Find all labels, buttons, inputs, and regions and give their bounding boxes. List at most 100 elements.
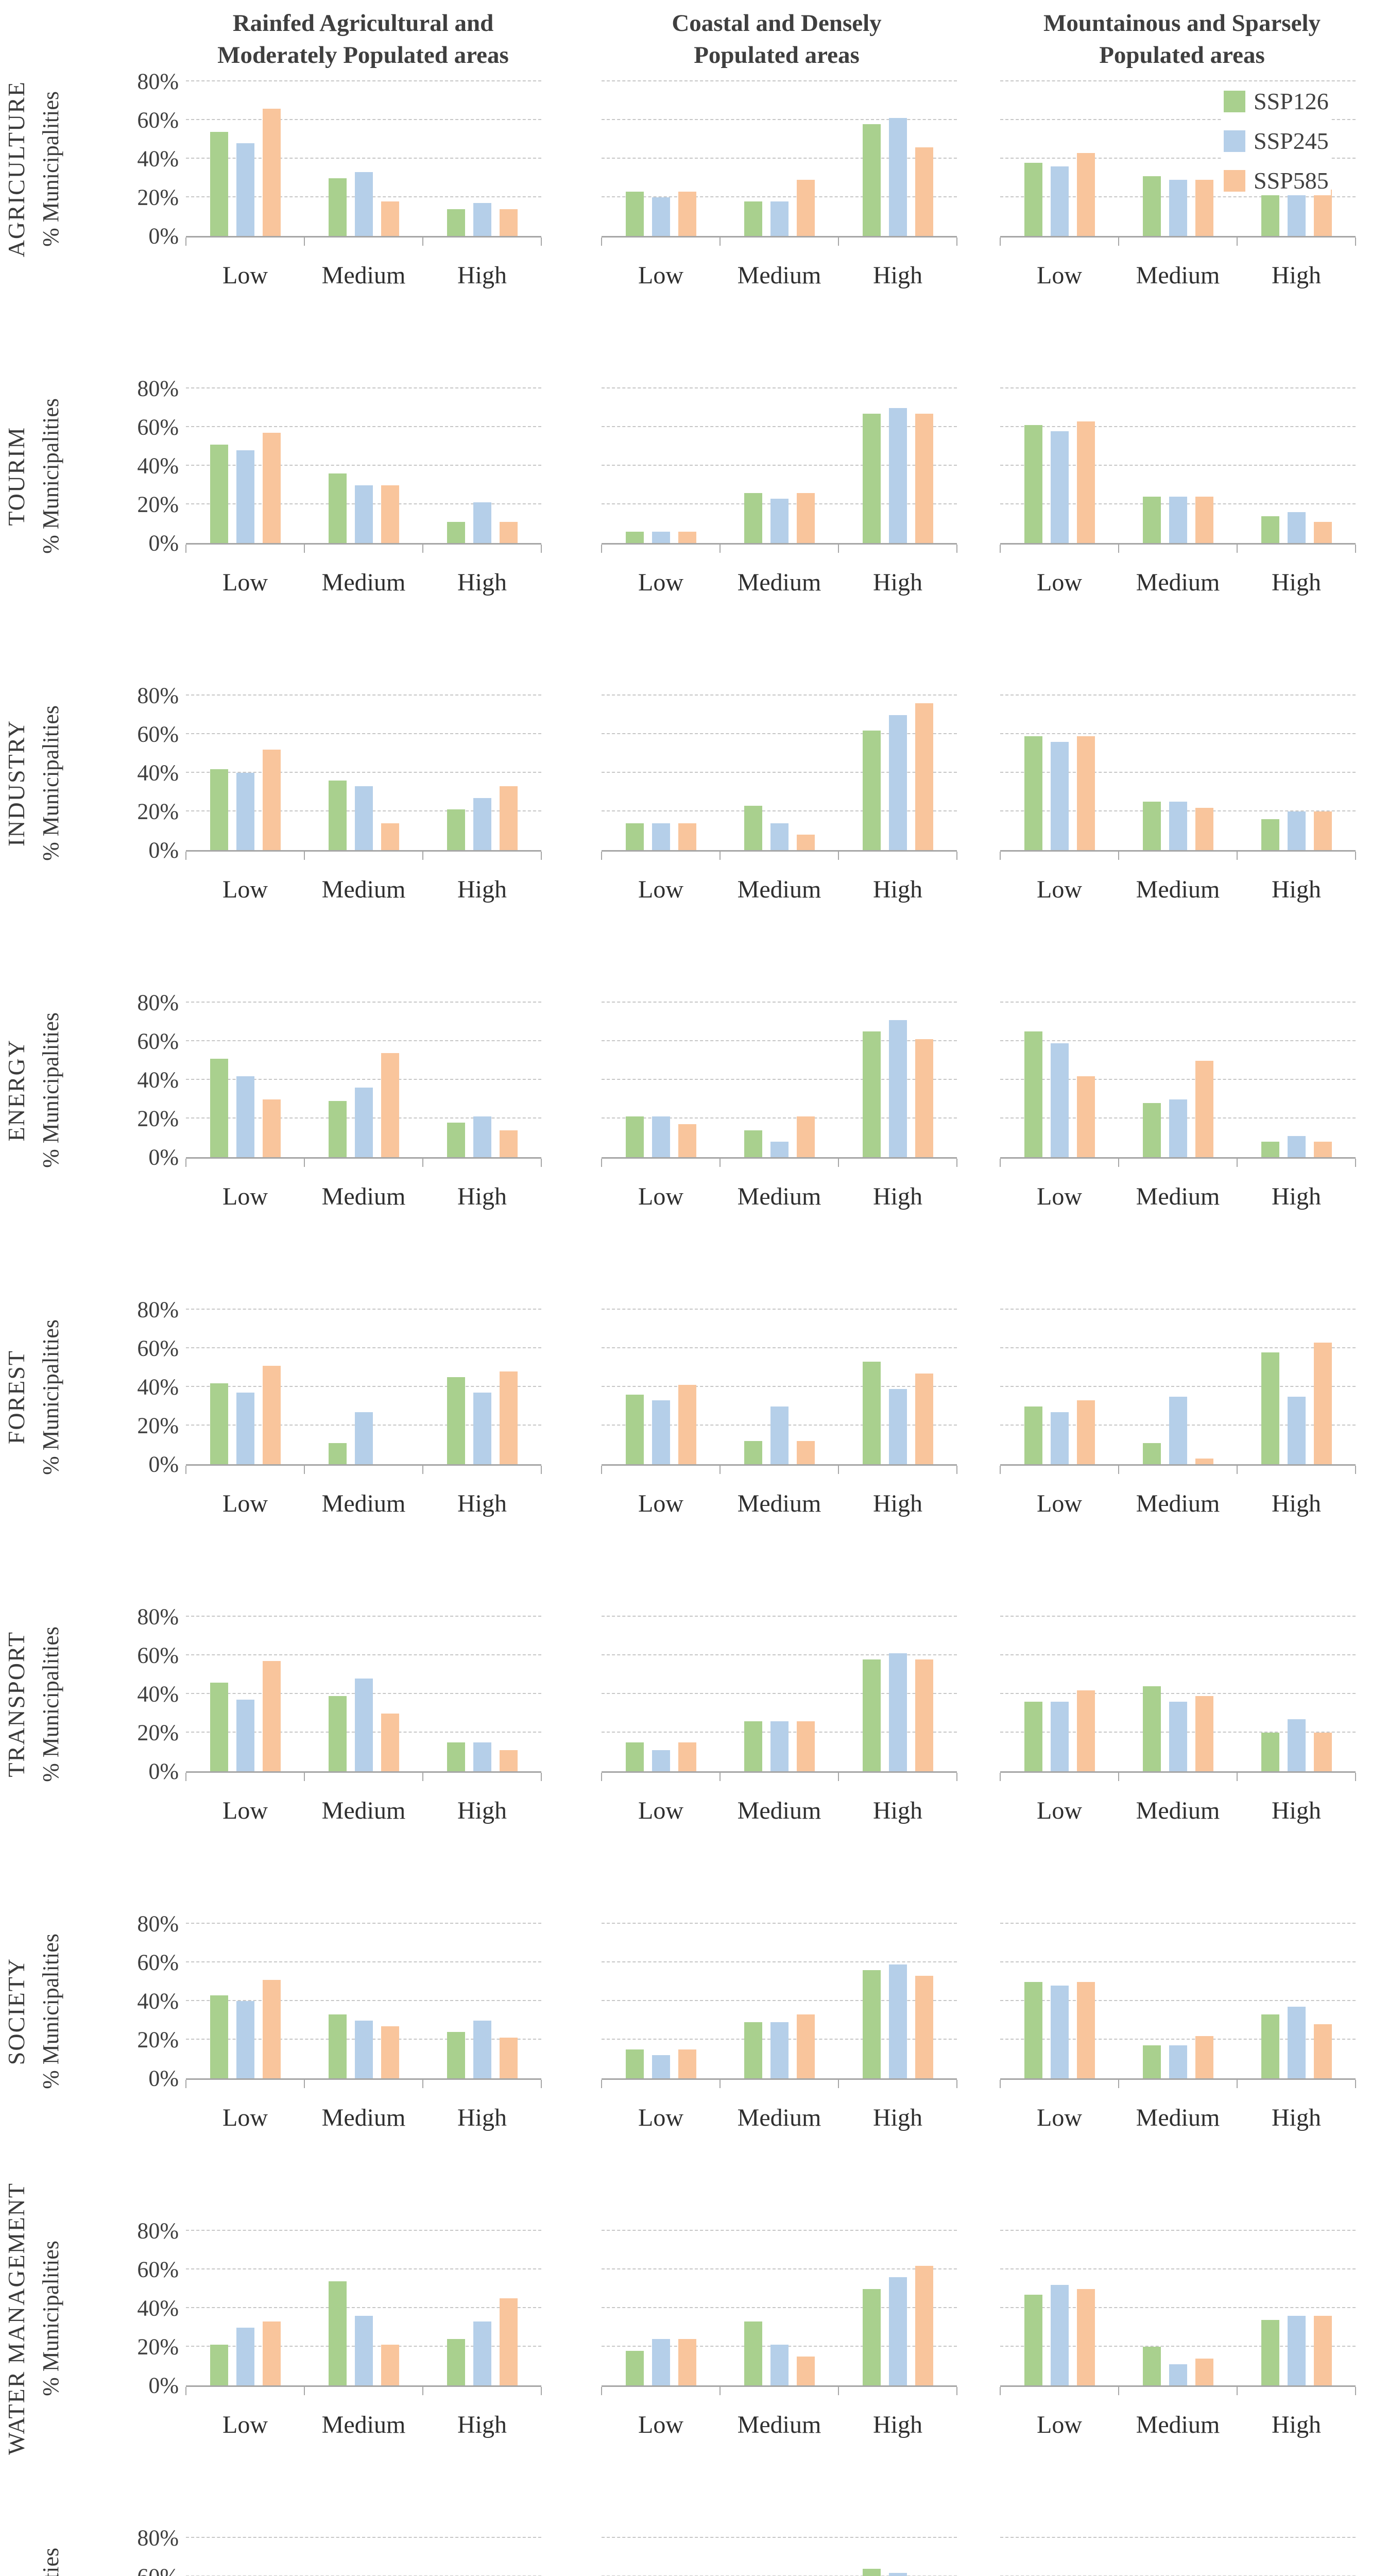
gridline-80 <box>602 2537 957 2538</box>
bar-group-low <box>602 1310 720 1464</box>
x-tick-mark <box>303 238 305 246</box>
bar-ssp126 <box>1142 1686 1161 1771</box>
x-tick-mark <box>1355 238 1356 246</box>
y-tick-label: 60% <box>137 2564 179 2576</box>
bar-ssp126 <box>447 1122 465 1157</box>
x-tick-mark <box>541 545 542 553</box>
x-category-label: Low <box>638 2411 683 2438</box>
x-category-label: Medium <box>1136 2104 1220 2131</box>
x-tick-mark <box>1118 1466 1119 1474</box>
x-category-label: High <box>457 1183 507 1210</box>
bar-group-medium <box>1119 81 1237 236</box>
bar-group-medium <box>304 388 423 543</box>
x-tick-mark <box>1355 2080 1356 2088</box>
x-category-label: High <box>1272 2104 1321 2131</box>
x-category-label: High <box>457 2104 507 2131</box>
gridline-80 <box>602 694 957 696</box>
bar-group-medium <box>720 1310 838 1464</box>
x-tick-mark <box>601 852 602 860</box>
x-axis-labels: Low Medium High <box>186 875 541 904</box>
x-category-label: Medium <box>1136 569 1220 596</box>
bar-group-high <box>1237 2538 1356 2576</box>
bar-ssp126 <box>210 444 228 543</box>
x-category-label: High <box>457 262 507 289</box>
bar-ssp585 <box>915 1373 933 1464</box>
bar-ssp126 <box>210 769 228 850</box>
gridline-60 <box>186 426 541 427</box>
x-axis-ticks <box>1000 1466 1356 1474</box>
legend-label: SSP585 <box>1254 167 1329 194</box>
gridline-60 <box>1000 733 1356 734</box>
bar-group-high <box>423 1310 541 1464</box>
x-tick-mark <box>838 1466 839 1474</box>
gridline-40 <box>602 158 957 159</box>
plot-area <box>602 694 957 852</box>
x-tick-mark <box>422 2387 423 2395</box>
gridline-60 <box>1000 119 1356 120</box>
y-tick-label: 40% <box>137 2295 179 2321</box>
y-axis-label-column: % Municipalities <box>32 2538 69 2576</box>
x-tick-mark <box>1118 2387 1119 2395</box>
bar-ssp585 <box>678 531 696 543</box>
chart-transport-coastal: Low Medium High <box>601 1616 957 1825</box>
gridline-80 <box>186 694 541 696</box>
y-axis-label-column: % Municipalities <box>32 1924 69 2099</box>
bar-group-medium <box>1119 2231 1237 2385</box>
x-tick-mark <box>303 2387 305 2395</box>
x-tick-mark <box>956 545 957 553</box>
y-tick-label: 20% <box>137 1106 179 1131</box>
bar-ssp126 <box>1261 2319 1279 2385</box>
bar-ssp585 <box>1195 497 1213 543</box>
plot-area <box>1000 1923 1356 2080</box>
bar-ssp585 <box>262 1661 281 1771</box>
bar-ssp245 <box>652 197 670 236</box>
x-category-label: Medium <box>737 2104 821 2131</box>
chart-transport-rainfed: Low Medium High <box>185 1616 542 1825</box>
x-tick-mark <box>1355 1466 1356 1474</box>
x-category-label: Medium <box>1136 2411 1220 2438</box>
x-axis-ticks <box>185 1466 542 1474</box>
bar-group-medium <box>720 388 838 543</box>
chart-society-rainfed: Low Medium High <box>185 1923 542 2132</box>
gridline-80 <box>602 1616 957 1617</box>
x-axis-ticks <box>185 1159 542 1167</box>
x-tick-mark <box>1118 1773 1119 1781</box>
bar-ssp585 <box>1313 2024 1332 2078</box>
bar-ssp245 <box>888 408 907 543</box>
y-tick-label: 0% <box>148 1451 179 1477</box>
x-axis-labels: Low Medium High <box>186 2104 541 2132</box>
gridline-60 <box>186 1040 541 1041</box>
x-category-label: High <box>457 1490 507 1517</box>
bar-ssp126 <box>862 124 881 236</box>
bar-ssp126 <box>447 2032 465 2078</box>
y-tick-label: 80% <box>137 1911 179 1937</box>
sector-row-transport: TRANSPORT % Municipalities 0% 20% 40% 60% 80% L… <box>0 1604 1388 1920</box>
x-tick-mark <box>719 1773 721 1781</box>
gridline-60 <box>602 1347 957 1348</box>
x-tick-mark <box>1118 545 1119 553</box>
bar-ssp585 <box>915 1659 933 1771</box>
bar-ssp245 <box>1050 1043 1069 1157</box>
gridline-80 <box>186 387 541 388</box>
bar-group-medium <box>304 1617 423 1771</box>
y-tick-label: 20% <box>137 492 179 517</box>
x-axis-ticks <box>601 238 957 246</box>
bar-ssp245 <box>888 2572 907 2576</box>
y-tick-label: 80% <box>137 69 179 94</box>
plot-area <box>602 1002 957 1159</box>
bar-ssp126 <box>328 781 347 850</box>
bar-ssp245 <box>1169 1099 1187 1157</box>
y-axis-label-column: % Municipalities <box>32 1617 69 1792</box>
y-tick-label: 60% <box>137 1335 179 1361</box>
column-title-rainfed: Rainfed Agricultural and Moderately Popu… <box>217 10 509 69</box>
bar-group-medium <box>720 1003 838 1157</box>
x-axis-labels: Low Medium High <box>1000 1182 1356 1211</box>
plot-area <box>602 387 957 545</box>
bar-group-low <box>186 1310 304 1464</box>
bar-ssp126 <box>328 1696 347 1771</box>
bar-group-high <box>423 1617 541 1771</box>
bar-ssp126 <box>1024 162 1042 236</box>
bar-ssp126 <box>447 809 465 850</box>
x-tick-mark <box>541 1773 542 1781</box>
bar-ssp585 <box>678 823 696 850</box>
